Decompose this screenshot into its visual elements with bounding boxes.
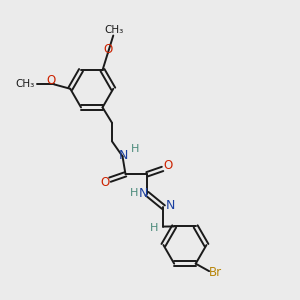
Text: H: H	[150, 223, 158, 233]
Text: N: N	[165, 199, 175, 212]
Text: H: H	[131, 144, 139, 154]
Text: N: N	[139, 187, 148, 200]
Text: CH₃: CH₃	[15, 79, 34, 89]
Text: H: H	[130, 188, 139, 198]
Text: N: N	[118, 149, 128, 162]
Text: CH₃: CH₃	[104, 25, 124, 35]
Text: O: O	[47, 74, 56, 87]
Text: O: O	[103, 43, 112, 56]
Text: O: O	[100, 176, 109, 189]
Text: Br: Br	[209, 266, 222, 279]
Text: O: O	[163, 159, 172, 172]
